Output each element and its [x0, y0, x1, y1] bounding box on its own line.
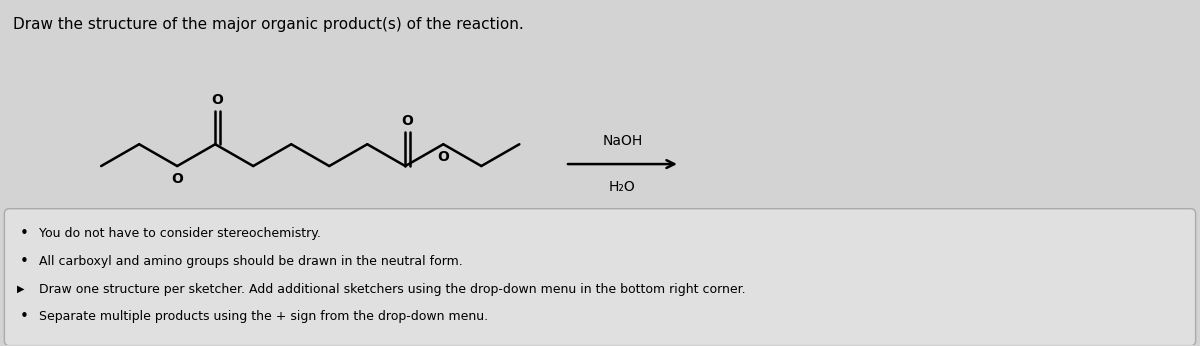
- Text: •: •: [19, 226, 29, 241]
- Text: H₂O: H₂O: [610, 180, 636, 194]
- FancyBboxPatch shape: [5, 209, 1195, 346]
- Text: All carboxyl and amino groups should be drawn in the neutral form.: All carboxyl and amino groups should be …: [40, 255, 463, 268]
- Text: O: O: [402, 115, 414, 128]
- Text: Draw the structure of the major organic product(s) of the reaction.: Draw the structure of the major organic …: [13, 17, 524, 32]
- Text: You do not have to consider stereochemistry.: You do not have to consider stereochemis…: [40, 227, 322, 240]
- Text: O: O: [211, 92, 223, 107]
- Text: Separate multiple products using the + sign from the drop-down menu.: Separate multiple products using the + s…: [40, 310, 488, 323]
- Text: ▶: ▶: [17, 284, 25, 294]
- Text: NaOH: NaOH: [602, 134, 642, 148]
- Text: O: O: [172, 172, 184, 186]
- Text: •: •: [19, 254, 29, 269]
- Text: O: O: [437, 150, 449, 164]
- Text: Draw one structure per sketcher. Add additional sketchers using the drop-down me: Draw one structure per sketcher. Add add…: [40, 283, 746, 295]
- Text: •: •: [19, 309, 29, 324]
